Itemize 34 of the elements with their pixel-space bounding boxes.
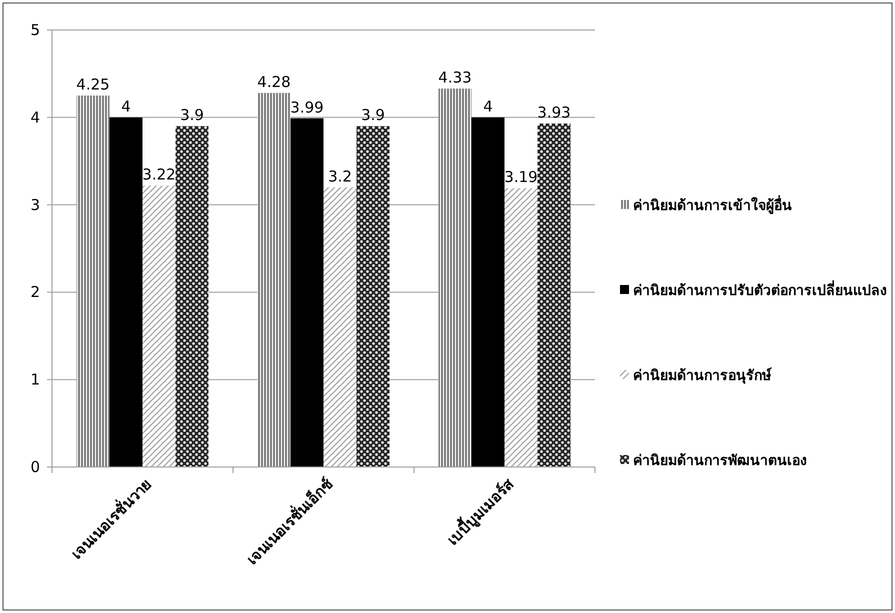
data-label: 4 [121,97,131,116]
bar [356,126,390,467]
y-tick-label: 0 [30,458,40,476]
y-tick-label: 3 [30,196,40,214]
bar [324,187,356,467]
bar [504,188,538,467]
y-tick-label: 1 [30,370,40,389]
data-label: 3.19 [504,168,538,186]
y-tick-label: 2 [30,283,40,302]
legend-label: ค่านิยมด้านการเข้าใจผู้อื่น [633,195,792,214]
legend-label: ค่านิยมด้านการอนุรักษ์ [633,367,772,384]
data-label: 4 [483,97,493,116]
bar [290,118,324,467]
bar [438,88,472,467]
data-label: 4.33 [438,68,472,87]
legend-label: ค่านิยมด้านการพัฒนาตนเอง [633,453,807,469]
bar [176,126,208,467]
data-label: 3.2 [328,167,352,186]
bar [472,117,504,467]
bar [258,92,290,467]
y-tick-label: 5 [30,21,40,39]
data-label: 3.99 [290,98,324,116]
legend-label: ค่านิยมด้านการปรับตัวต่อการเปลี่ยนแปลง [633,280,887,299]
data-label: 4.28 [257,72,291,91]
data-label: 3.9 [361,106,385,124]
bar [110,117,142,467]
bar [76,96,110,467]
data-label: 4.25 [76,76,110,94]
y-tick-label: 4 [30,108,40,126]
bar [538,124,570,467]
data-label: 3.9 [180,106,204,124]
data-label: 3.22 [142,166,176,184]
data-label: 3.93 [537,104,571,122]
bar [142,186,176,467]
